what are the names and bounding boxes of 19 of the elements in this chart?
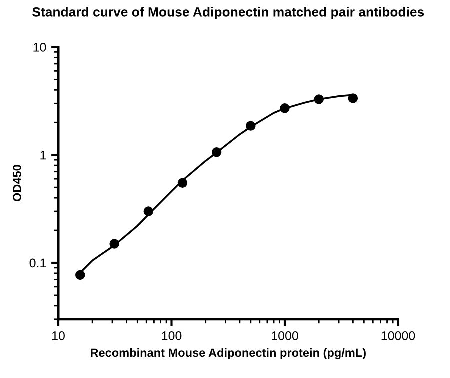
point xyxy=(144,206,154,216)
x-axis-title: Recombinant Mouse Adiponectin protein (pg/mL) xyxy=(91,348,366,360)
point xyxy=(246,121,256,131)
point xyxy=(110,239,120,249)
y-axis-title: OD450 xyxy=(13,165,22,202)
point xyxy=(76,270,86,280)
point xyxy=(178,178,188,188)
point xyxy=(314,94,324,104)
y-tick-label: 0.1 xyxy=(30,258,46,268)
chart-title: Standard curve of Mouse Adiponectin matched pair antibodies xyxy=(32,7,424,20)
y-tick-label: 10 xyxy=(34,43,46,52)
x-tick-label: 10 xyxy=(52,332,65,340)
y-tick-label: 1 xyxy=(40,151,46,160)
x-tick-label: 1000 xyxy=(272,332,298,340)
point xyxy=(280,104,290,114)
point xyxy=(348,94,358,104)
x-tick-label: 100 xyxy=(162,332,182,340)
x-tick-label: 10000 xyxy=(382,332,416,340)
point xyxy=(212,148,222,158)
